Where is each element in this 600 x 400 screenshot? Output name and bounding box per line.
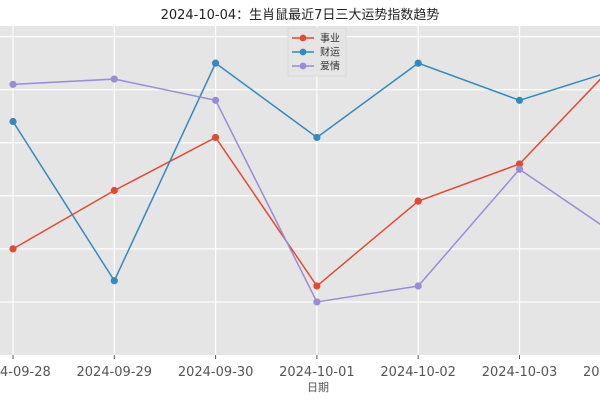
data-point bbox=[515, 165, 524, 173]
series-爱情 bbox=[9, 75, 600, 306]
legend-marker bbox=[299, 62, 307, 70]
legend-marker bbox=[299, 34, 307, 42]
data-point bbox=[414, 282, 422, 290]
data-point bbox=[9, 80, 17, 88]
data-point bbox=[414, 197, 422, 205]
legend-label: 财运 bbox=[320, 46, 340, 59]
x-tick-label: 2024-10-01 bbox=[279, 365, 355, 380]
legend-marker bbox=[299, 48, 307, 56]
data-point bbox=[313, 282, 321, 290]
data-point bbox=[110, 277, 118, 285]
data-point bbox=[313, 298, 321, 306]
data-point bbox=[9, 245, 17, 253]
x-tick-label: 2024-10-04 bbox=[583, 365, 600, 380]
plot-area bbox=[0, 26, 600, 355]
x-tick-label: 2024-10-02 bbox=[380, 365, 456, 380]
data-point bbox=[110, 186, 118, 195]
x-tick-label: 2024-10-03 bbox=[482, 365, 558, 380]
data-point bbox=[212, 59, 220, 67]
data-point bbox=[9, 117, 17, 126]
legend-label: 事业 bbox=[320, 32, 340, 45]
x-axis-label: 日期 bbox=[307, 381, 329, 394]
x-tick-label: 2024-09-30 bbox=[178, 365, 254, 380]
data-point bbox=[414, 59, 422, 67]
series-财运 bbox=[9, 59, 600, 285]
data-point bbox=[212, 96, 220, 104]
data-point bbox=[212, 133, 220, 142]
x-tick-label: 2024-09-29 bbox=[77, 365, 153, 380]
series-事业 bbox=[9, 78, 600, 290]
x-axis: 2024-09-28 2024-09-29 2024-09-30 2024-10-01… bbox=[0, 355, 600, 380]
data-point bbox=[110, 75, 118, 83]
data-point bbox=[515, 160, 524, 168]
data-point bbox=[313, 133, 321, 142]
series-lines bbox=[9, 59, 600, 306]
chart-title: 2024-10-04：生肖鼠最近7日三大运势指数趋势 bbox=[161, 7, 440, 23]
legend-label: 爱情 bbox=[320, 60, 340, 73]
data-point bbox=[515, 96, 524, 104]
x-tick-label: 2024-09-28 bbox=[0, 365, 51, 380]
